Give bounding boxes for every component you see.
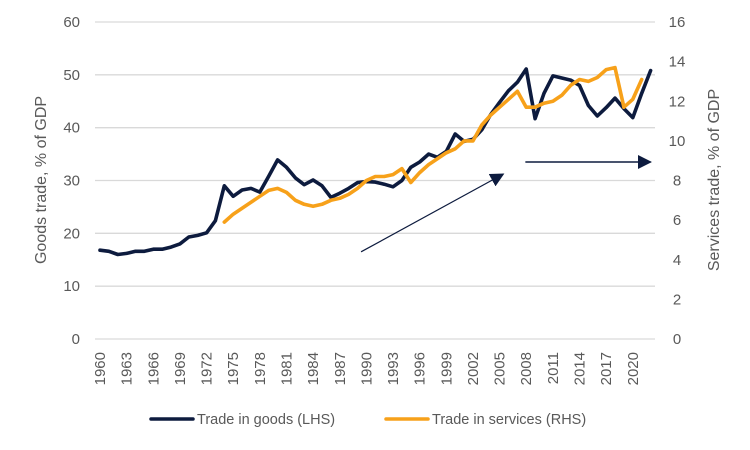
right-y-axis-ticks: 0 2 4 6 8 10 12 14 16 <box>669 14 686 348</box>
x-tick-label: 2011 <box>545 352 562 384</box>
x-tick-label: 2014 <box>572 352 589 385</box>
goods-trade-line <box>98 67 653 257</box>
x-tick-label: 1960 <box>92 352 109 385</box>
right-y-tick-label: 10 <box>669 133 686 150</box>
right-y-tick-label: 16 <box>669 14 686 31</box>
x-tick-label: 1975 <box>225 352 242 385</box>
x-tick-label: 1993 <box>385 352 402 385</box>
left-y-tick-label: 30 <box>63 173 80 190</box>
x-tick-label: 1999 <box>438 352 455 385</box>
x-axis-ticks: 1960 1963 1966 1969 1972 1975 1978 1981 1984 1987… <box>92 352 642 385</box>
left-y-tick-label: 40 <box>63 120 80 137</box>
right-y-tick-label: 8 <box>673 173 681 190</box>
x-tick-label: 2020 <box>625 352 642 385</box>
right-y-tick-label: 14 <box>669 54 686 71</box>
x-tick-label: 1981 <box>278 352 295 385</box>
right-y-tick-label: 6 <box>673 212 681 229</box>
x-tick-label: 1969 <box>172 352 189 385</box>
right-y-tick-label: 4 <box>673 252 681 269</box>
legend: Trade in goods (LHS) Trade in services (… <box>149 412 586 428</box>
x-tick-label: 1987 <box>332 352 349 385</box>
x-tick-label: 1972 <box>199 352 216 385</box>
right-y-tick-label: 2 <box>673 291 681 308</box>
left-y-axis-title: Goods trade, % of GDP <box>33 96 50 264</box>
x-tick-label: 2002 <box>465 352 482 385</box>
left-y-tick-label: 0 <box>72 331 80 348</box>
legend-label-services: Trade in services (RHS) <box>432 412 586 428</box>
series-lines <box>98 65 653 257</box>
rising-trend-arrow <box>360 173 505 253</box>
x-tick-label: 1984 <box>305 352 322 385</box>
x-tick-label: 2005 <box>492 352 509 385</box>
left-y-tick-label: 60 <box>63 14 80 31</box>
legend-label-goods: Trade in goods (LHS) <box>197 412 335 428</box>
x-tick-label: 1966 <box>145 352 162 385</box>
left-y-tick-label: 20 <box>63 225 80 242</box>
right-y-tick-label: 12 <box>669 93 686 110</box>
left-y-tick-label: 50 <box>63 67 80 84</box>
right-y-tick-label: 0 <box>673 331 681 348</box>
x-tick-label: 2017 <box>598 352 615 385</box>
services-trade-line <box>222 65 644 224</box>
gridlines <box>95 21 655 340</box>
x-tick-label: 1990 <box>358 352 375 385</box>
left-y-tick-label: 10 <box>63 278 80 295</box>
x-tick-label: 1963 <box>119 352 136 385</box>
right-y-axis-title: Services trade, % of GDP <box>706 89 723 271</box>
trend-arrows <box>360 155 652 253</box>
x-tick-label: 1978 <box>252 352 269 385</box>
x-tick-label: 1996 <box>412 352 429 385</box>
x-tick-label: 2008 <box>518 352 535 385</box>
left-y-axis-ticks: 0 10 20 30 40 50 60 <box>63 14 80 348</box>
